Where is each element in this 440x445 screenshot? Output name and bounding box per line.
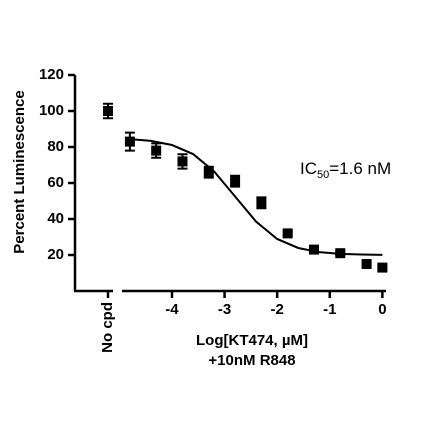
x-tick-label: -1 xyxy=(323,301,336,318)
ic50-annotation: IC50=1.6 nM xyxy=(300,159,391,180)
point xyxy=(335,248,346,259)
point xyxy=(377,262,388,273)
y-tick-label: 100 xyxy=(39,102,64,119)
y-tick-label: 40 xyxy=(47,210,64,227)
control-point xyxy=(103,106,113,116)
y-axis-label: Percent Luminescence xyxy=(11,90,28,253)
y-tick-label: 120 xyxy=(39,66,64,83)
point xyxy=(124,136,135,147)
x-axis-label: Log[KT474, µM] xyxy=(196,332,308,349)
x-tick-label: No cpd xyxy=(99,302,116,353)
x-tick-label: -2 xyxy=(270,301,283,318)
x-tick-label: -3 xyxy=(218,301,231,318)
point xyxy=(230,176,241,187)
point xyxy=(256,197,267,208)
fit-curve xyxy=(129,138,383,256)
annotation-rest: =1.6 nM xyxy=(329,159,391,178)
y-tick-label: 60 xyxy=(47,174,64,191)
y-tick-label: 80 xyxy=(47,138,64,155)
x-tick-label: 0 xyxy=(378,301,386,318)
point xyxy=(282,228,293,239)
y-tick-label: 20 xyxy=(47,246,64,263)
x-tick-label: -4 xyxy=(165,301,179,318)
point xyxy=(308,244,319,255)
annotation-text: IC xyxy=(300,159,317,178)
point xyxy=(151,145,162,156)
annotation-sub: 50 xyxy=(317,169,329,181)
point xyxy=(361,259,372,269)
x-axis-label-2: +10nM R848 xyxy=(208,352,295,369)
point xyxy=(203,167,214,178)
point xyxy=(177,156,188,167)
